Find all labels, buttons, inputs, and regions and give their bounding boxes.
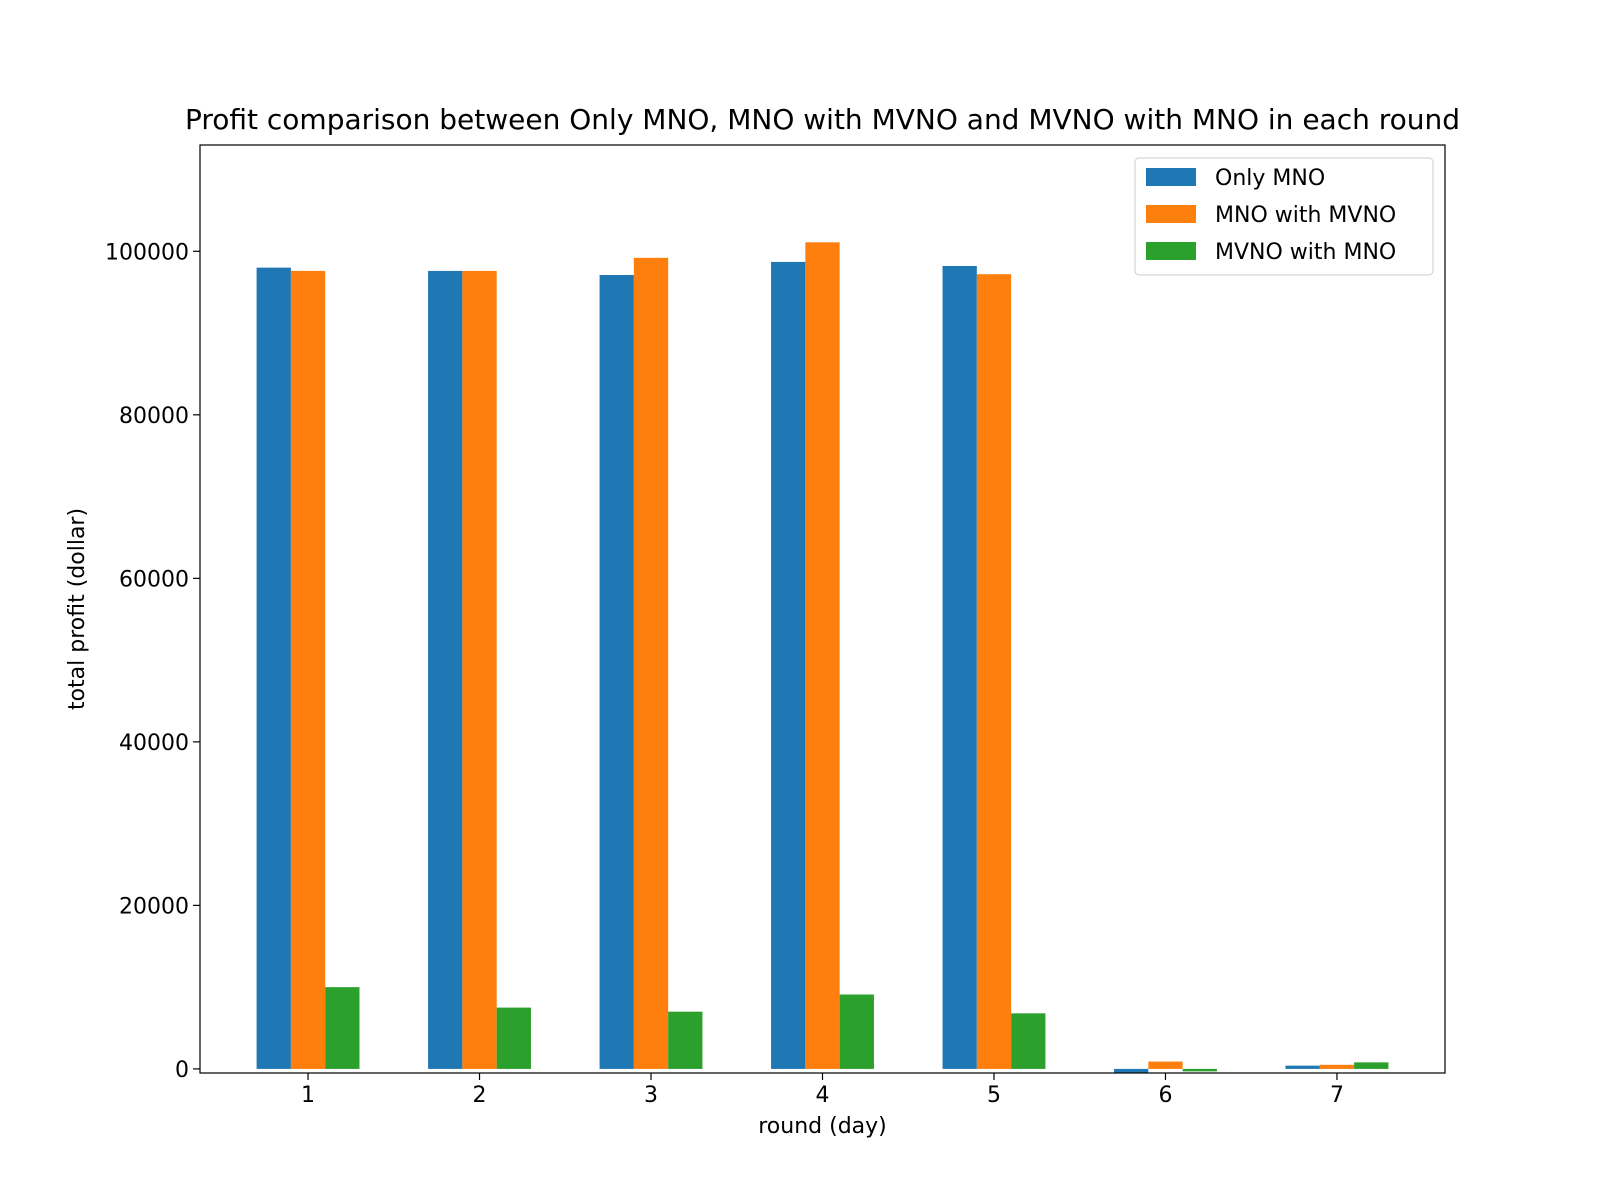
x-axis-label: round (day) (758, 1114, 887, 1139)
bar-only-mno-1 (256, 267, 291, 1069)
bar-only-mno-4 (771, 261, 806, 1069)
legend-label: MNO with MVNO (1215, 203, 1396, 228)
y-tick-label: 60000 (119, 567, 189, 592)
legend-label: Only MNO (1215, 166, 1325, 191)
bar-only-mno-5 (942, 266, 977, 1069)
bar-mvno-with-mno-3 (668, 1011, 703, 1069)
bar-mno-with-mvno-7 (1319, 1064, 1355, 1069)
bar-mvno-with-mno-6 (1182, 1068, 1217, 1072)
bar-mvno-with-mno-5 (1011, 1013, 1046, 1069)
bars-group (256, 242, 1389, 1073)
y-axis: 0 20000 40000 60000 80000 100000 (105, 240, 200, 1083)
y-axis-label: total profit (dollar) (65, 508, 90, 710)
bar-only-mno-7 (1285, 1065, 1320, 1069)
bar-only-mno-2 (428, 270, 463, 1069)
chart-title: Profit comparison between Only MNO, MNO … (185, 103, 1460, 136)
bar-mno-with-mvno-1 (290, 270, 326, 1069)
legend-label: MVNO with MNO (1215, 240, 1396, 265)
x-tick-label: 5 (987, 1083, 1001, 1108)
y-tick-label: 40000 (119, 731, 189, 756)
x-tick-label: 7 (1330, 1083, 1344, 1108)
bar-mvno-with-mno-4 (839, 994, 874, 1069)
bar-mno-with-mvno-6 (1148, 1061, 1183, 1069)
bar-mno-with-mvno-3 (633, 257, 669, 1069)
y-tick-label: 0 (175, 1058, 189, 1083)
x-tick-label: 1 (301, 1083, 315, 1108)
legend: Only MNO MNO with MVNO MVNO with MNO (1134, 157, 1434, 276)
bar-mvno-with-mno-2 (496, 1007, 531, 1069)
bar-only-mno-6 (1114, 1068, 1149, 1073)
bar-mno-with-mvno-4 (805, 242, 840, 1069)
legend-swatch (1146, 205, 1196, 223)
x-tick-label: 4 (816, 1083, 830, 1108)
y-tick-label: 100000 (105, 240, 189, 265)
bar-only-mno-3 (599, 275, 634, 1069)
bar-mvno-with-mno-1 (325, 987, 360, 1069)
y-tick-label: 80000 (119, 404, 189, 429)
bar-mno-with-mvno-2 (462, 270, 497, 1069)
legend-swatch (1146, 242, 1196, 260)
x-tick-label: 6 (1158, 1083, 1172, 1108)
x-tick-label: 2 (473, 1083, 487, 1108)
x-tick-label: 3 (644, 1083, 658, 1108)
bar-mvno-with-mno-7 (1354, 1062, 1389, 1069)
bar-mno-with-mvno-5 (976, 274, 1012, 1069)
legend-box (1134, 157, 1434, 276)
x-axis: 1 2 3 4 5 6 7 (301, 1073, 1344, 1108)
y-tick-label: 20000 (119, 894, 189, 919)
legend-swatch (1146, 168, 1196, 186)
